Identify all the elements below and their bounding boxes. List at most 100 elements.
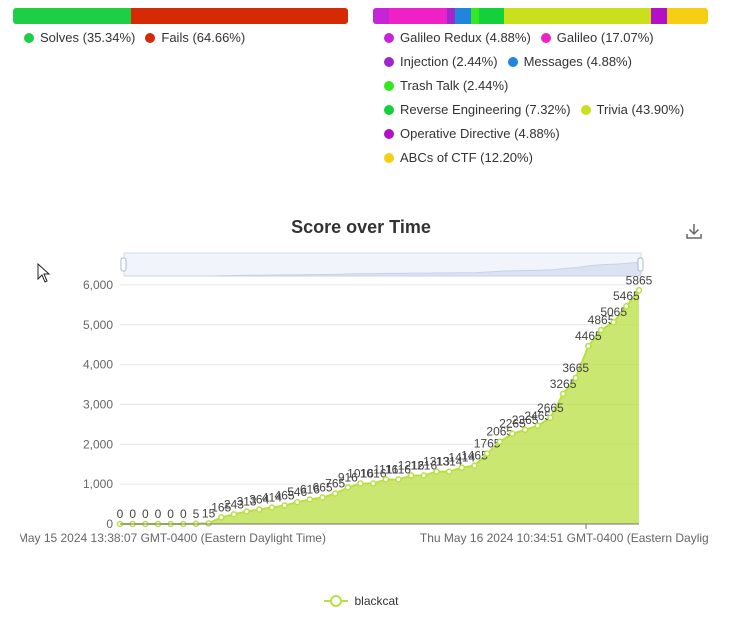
y-tick-label: 3,000: [83, 397, 113, 411]
data-label: 4465: [575, 329, 602, 343]
data-point: [445, 468, 453, 475]
category-legend-item-0[interactable]: Galileo Redux (4.88%): [384, 30, 531, 45]
category-legend-item-3[interactable]: Messages (4.88%): [507, 54, 632, 69]
data-label: 546: [287, 485, 307, 499]
data-label: 2465: [524, 409, 551, 423]
data-point: [357, 480, 364, 487]
data-label: 1216: [410, 459, 437, 473]
solves-fails-segment-1: [131, 8, 348, 24]
data-point: [281, 502, 288, 509]
data-label: 1216: [398, 459, 425, 473]
data-label: 313: [237, 495, 257, 509]
chart-legend[interactable]: blackcat: [0, 594, 722, 608]
category-legend-item-5[interactable]: Reverse Engineering (7.32%): [384, 102, 571, 117]
category-legend-row: Trash Talk (2.44%): [384, 78, 518, 93]
legend-dot: [540, 32, 551, 43]
y-tick-label: 0: [106, 517, 113, 531]
zoom-handle-right: [637, 257, 644, 272]
data-point: [483, 450, 491, 457]
legend-dot: [24, 32, 34, 43]
legend-label: Injection (2.44%): [400, 54, 498, 69]
data-label: 243: [224, 497, 244, 511]
y-tick-label: 1,000: [83, 477, 113, 491]
data-label: 1465: [461, 449, 488, 463]
legend-dot: [384, 104, 394, 115]
data-point: [218, 514, 225, 521]
data-label: 5465: [613, 289, 640, 303]
category-legend-item-6[interactable]: Trivia (43.90%): [580, 102, 684, 117]
data-label: 1016: [347, 467, 374, 481]
data-label: 4865: [588, 313, 615, 327]
data-point: [369, 480, 377, 487]
category-legend-row: Injection (2.44%) Messages (4.88%): [384, 54, 642, 69]
data-point: [395, 476, 402, 483]
data-point: [610, 318, 617, 326]
data-label: 0: [117, 507, 124, 521]
solves-fails-legend-item-1[interactable]: Fails (64.66%): [145, 30, 245, 45]
data-point: [471, 462, 478, 469]
legend-label: Solves (35.34%): [40, 30, 136, 45]
data-label: 15: [202, 506, 216, 520]
legend-label: Galileo Redux (4.88%): [400, 30, 531, 45]
data-label: 3665: [562, 361, 589, 375]
category-legend-item-4[interactable]: Trash Talk (2.44%): [384, 78, 508, 93]
data-label: 5865: [626, 273, 653, 287]
legend-dot: [145, 32, 156, 43]
data-point: [268, 504, 276, 511]
solves-fails-legend-item-0[interactable]: Solves (35.34%): [24, 30, 135, 45]
legend-dot: [384, 152, 394, 163]
data-point: [420, 472, 428, 479]
data-label: 165: [211, 500, 231, 514]
solves-fails-segment-0: [13, 8, 132, 24]
y-tick-label: 6,000: [83, 278, 113, 292]
x-tick-label: Wed May 15 2024 13:38:07 GMT-0400 (Easte…: [0, 531, 326, 545]
data-point: [572, 374, 579, 382]
data-label: 1314: [436, 455, 463, 469]
data-label: 2065: [486, 425, 513, 439]
data-point: [585, 342, 592, 350]
legend-label: Trash Talk (2.44%): [400, 78, 509, 93]
data-point: [635, 287, 643, 294]
data-label: 2365: [512, 413, 539, 427]
data-label: 364: [249, 492, 269, 506]
score-area: [120, 290, 639, 524]
category-segment-3: [454, 8, 472, 24]
category-bar: [373, 8, 708, 24]
category-legend-item-1[interactable]: Galileo (17.07%): [540, 30, 654, 45]
category-legend-row: Operative Directive (4.88%): [384, 126, 570, 141]
legend-dot: [384, 80, 394, 91]
data-point: [230, 511, 238, 518]
zoom-preview: [124, 261, 642, 277]
data-point: [306, 496, 314, 503]
data-label: 1116: [373, 463, 398, 477]
category-legend-item-8[interactable]: ABCs of CTF (12.20%): [384, 150, 533, 165]
category-segment-5: [479, 8, 504, 24]
legend-dot: [384, 56, 394, 67]
data-point: [521, 426, 529, 434]
category-legend-row: ABCs of CTF (12.20%): [384, 150, 543, 165]
data-label: 414: [262, 491, 282, 505]
category-segment-6: [503, 8, 651, 24]
category-legend-item-7[interactable]: Operative Directive (4.88%): [384, 126, 560, 141]
data-label: 916: [338, 471, 358, 485]
data-point: [331, 490, 339, 497]
data-label: 1313: [423, 455, 450, 469]
data-point: [319, 494, 326, 501]
download-icon[interactable]: [684, 221, 704, 241]
y-tick-label: 4,000: [83, 358, 113, 372]
category-segment-8: [667, 8, 708, 24]
data-label: 2665: [537, 401, 564, 415]
data-label: 665: [313, 481, 333, 495]
data-point: [382, 476, 390, 483]
category-legend-row: Reverse Engineering (7.32%) Trivia (43.90…: [384, 102, 694, 117]
zoom-handle-left: [120, 257, 127, 272]
solves-fails-legend: Solves (35.34%) Fails (64.66%): [24, 30, 255, 45]
data-point: [205, 520, 212, 527]
data-point: [534, 422, 541, 430]
data-point: [496, 438, 504, 445]
data-label: 1116: [386, 463, 411, 477]
legend-label: Messages (4.88%): [523, 54, 632, 69]
data-label: 1414: [448, 451, 475, 465]
category-legend-item-2[interactable]: Injection (2.44%): [384, 54, 498, 69]
